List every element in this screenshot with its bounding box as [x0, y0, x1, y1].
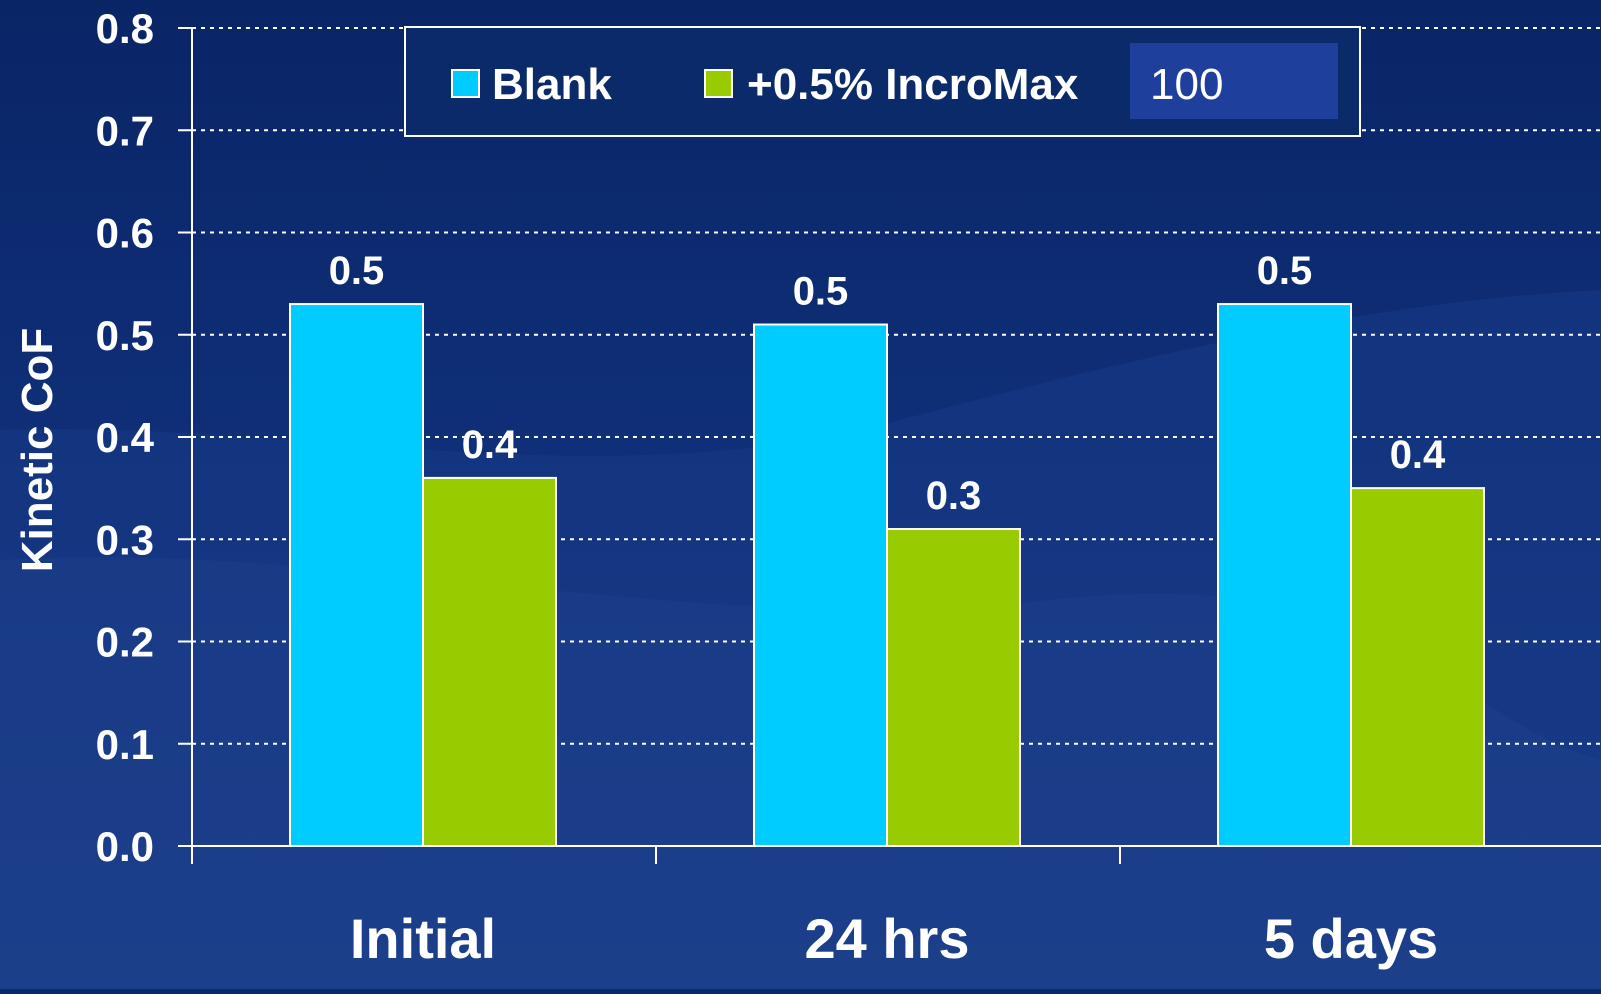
y-tick-label: 0.3 [96, 516, 154, 563]
legend-label-blank: Blank [492, 60, 612, 109]
bars [289, 303, 1485, 848]
y-tick-label: 0.0 [96, 823, 154, 870]
y-tick-label: 0.2 [96, 619, 154, 666]
bar-value-label: 0.4 [462, 423, 518, 467]
bar-value-label: 0.5 [793, 270, 849, 314]
y-tick-label: 0.7 [96, 107, 154, 154]
legend-label-incromax: +0.5% IncroMax [747, 60, 1079, 109]
bar-blank-5-days [1217, 303, 1352, 847]
legend-swatch-blank [451, 69, 480, 98]
legend-extra-text: 100 [1150, 60, 1223, 109]
bar-value-label: 0.4 [1390, 433, 1446, 477]
bar-blank-initial [289, 303, 424, 847]
x-tick-label: 24 hrs [805, 907, 970, 970]
y-tick-label: 0.5 [96, 312, 154, 359]
bar-0-5-incromax-5-days [1350, 487, 1485, 847]
legend: Blank +0.5% IncroMax 100 [404, 26, 1361, 137]
y-axis-title: Kinetic CoF [13, 328, 62, 572]
axes [178, 27, 1601, 864]
y-tick-label: 0.6 [96, 210, 154, 257]
y-tick-labels: 0.0 0.1 0.2 0.3 0.4 0.5 0.6 0.7 0.8 [96, 5, 155, 870]
bar-value-label: 0.5 [1257, 249, 1313, 293]
bar-value-label: 0.5 [329, 249, 385, 293]
y-tick-label: 0.8 [96, 5, 154, 52]
bar-blank-24-hrs [753, 323, 888, 847]
bar-0-5-incromax-24-hrs [886, 528, 1021, 848]
x-tick-label: Initial [350, 907, 496, 970]
x-tick-labels: Initial 24 hrs 5 days [350, 907, 1438, 970]
legend-swatch-incromax [704, 69, 733, 98]
x-tick-label: 5 days [1264, 907, 1438, 970]
y-tick-label: 0.1 [96, 721, 154, 768]
legend-highlight [1130, 43, 1338, 119]
y-tick-label: 0.4 [96, 414, 155, 461]
bar-0-5-incromax-initial [422, 476, 557, 847]
bar-value-labels: 0.5 0.4 0.5 0.3 0.5 0.4 [329, 249, 1446, 518]
bar-value-label: 0.3 [926, 474, 982, 518]
